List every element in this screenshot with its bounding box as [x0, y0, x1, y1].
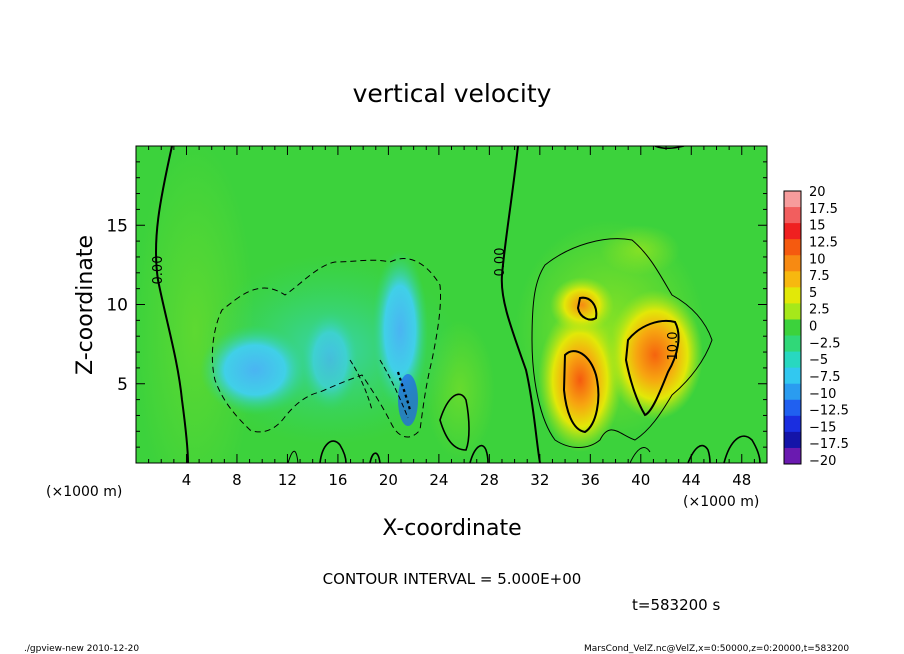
- contour-label: 0.00: [151, 256, 166, 285]
- x-tick-label: 4: [182, 471, 192, 489]
- x-tick-label: 32: [530, 471, 549, 489]
- colorbar-swatch: [784, 431, 801, 449]
- colorbar-label: 2.5: [809, 303, 830, 318]
- x-tick-label: 24: [429, 471, 448, 489]
- colorbar-label: 17.5: [809, 202, 838, 217]
- y-axis-title: Z-coordinate: [73, 235, 98, 375]
- colorbar-swatch: [784, 383, 801, 401]
- colorbar-swatch: [784, 335, 801, 353]
- downdraft-peak: [398, 374, 418, 426]
- colorbar-swatch: [784, 415, 801, 433]
- colorbar-swatch: [784, 287, 801, 304]
- colorbar-label: 15: [809, 219, 826, 234]
- downdraft-core-left: [200, 325, 310, 415]
- positive-contour-10-left: [562, 350, 600, 434]
- colorbar-label: −2.5: [809, 336, 841, 351]
- colorbar-label: 10: [809, 252, 826, 267]
- colorbar-swatch: [784, 239, 801, 256]
- x-tick-label: 16: [328, 471, 347, 489]
- colorbar-swatch: [784, 207, 801, 224]
- contour-lines: [154, 146, 761, 463]
- colorbar-swatch: [784, 255, 801, 272]
- updraft-core-top: [550, 277, 614, 333]
- x-tick-label: 36: [581, 471, 600, 489]
- y-tick-label: 15: [106, 216, 128, 236]
- colorbar-swatch: [784, 447, 801, 465]
- x-axis-unit: (×1000 m): [683, 494, 759, 510]
- colorbar-label: −20: [809, 454, 836, 469]
- colorbar-label: −7.5: [809, 370, 841, 385]
- time-stamp: t=583200 s: [632, 596, 720, 614]
- colorbar-label: −15: [809, 420, 836, 435]
- zero-contour-left: [154, 146, 189, 463]
- contour-label: 10.0: [666, 332, 681, 361]
- colorbar-swatch: [784, 223, 801, 240]
- y-tick-label: 10: [106, 296, 128, 316]
- colorbar-swatch: [784, 191, 801, 208]
- x-tick-label: 48: [732, 471, 751, 489]
- contour-label: 0.00: [493, 248, 508, 277]
- y-axis-unit: (×1000 m): [46, 484, 122, 500]
- negative-contour: [211, 258, 441, 438]
- colorbar-label: 20: [809, 185, 826, 200]
- colorbar-frame: [783, 190, 802, 465]
- updraft-core-left: [538, 308, 622, 452]
- zero-contour-right: [500, 146, 541, 463]
- x-tick-label: 20: [379, 471, 398, 489]
- positive-contour-10-right: [624, 320, 680, 417]
- colorbar-label: −17.5: [809, 437, 849, 452]
- contour-interval-note: CONTOUR INTERVAL = 5.000E+00: [323, 570, 582, 588]
- y-tick-label: 5: [117, 375, 128, 395]
- colorbar-label: 0: [809, 320, 817, 335]
- colorbar-label: −10: [809, 387, 836, 402]
- colorbar-swatch: [784, 319, 801, 337]
- colorbar-label: 12.5: [809, 235, 838, 250]
- x-axis-title: X-coordinate: [382, 516, 521, 541]
- colorbar-swatch: [784, 271, 801, 288]
- colorbar-label: 5: [809, 286, 817, 301]
- colorbar-swatch: [784, 303, 801, 320]
- colorbar-swatch: [784, 399, 801, 417]
- x-tick-label: 12: [278, 471, 297, 489]
- colorbar-label: −12.5: [809, 404, 849, 419]
- x-tick-label: 44: [682, 471, 701, 489]
- footer-program: ./gpview-new 2010-12-20: [24, 644, 139, 654]
- positive-contour-5: [531, 238, 713, 448]
- updraft-core-right: [607, 290, 703, 420]
- chart-title: vertical velocity: [353, 79, 552, 108]
- colorbar-label: 7.5: [809, 269, 830, 284]
- positive-contour-10-top: [576, 296, 598, 321]
- downdraft-core-middle: [300, 310, 360, 410]
- footer-source: MarsCond_VelZ.nc@VelZ,x=0:50000,z=0:2000…: [584, 644, 849, 654]
- x-tick-label: 28: [480, 471, 499, 489]
- x-tick-label: 40: [631, 471, 650, 489]
- x-tick-label: 8: [232, 471, 242, 489]
- colorbar-swatch: [784, 367, 801, 385]
- colorbar-swatch: [784, 351, 801, 369]
- plot-area: 0.00 0.00 10.0: [136, 146, 767, 463]
- colorbar-label: −5: [809, 353, 828, 368]
